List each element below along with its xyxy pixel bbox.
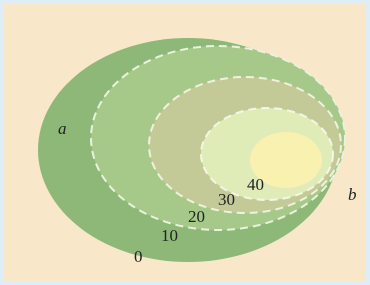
label-a: a — [58, 119, 67, 138]
diagram: a b 0 10 20 30 40 — [0, 0, 370, 285]
contour-label: 30 — [218, 190, 235, 209]
label-b: b — [348, 185, 357, 204]
contour-label: 10 — [161, 226, 178, 245]
contour-label: 20 — [188, 207, 205, 226]
contour-label: 0 — [134, 247, 143, 266]
contour-label: 40 — [247, 175, 264, 194]
page: a b 0 10 20 30 40 (() => { const data = … — [0, 0, 370, 285]
